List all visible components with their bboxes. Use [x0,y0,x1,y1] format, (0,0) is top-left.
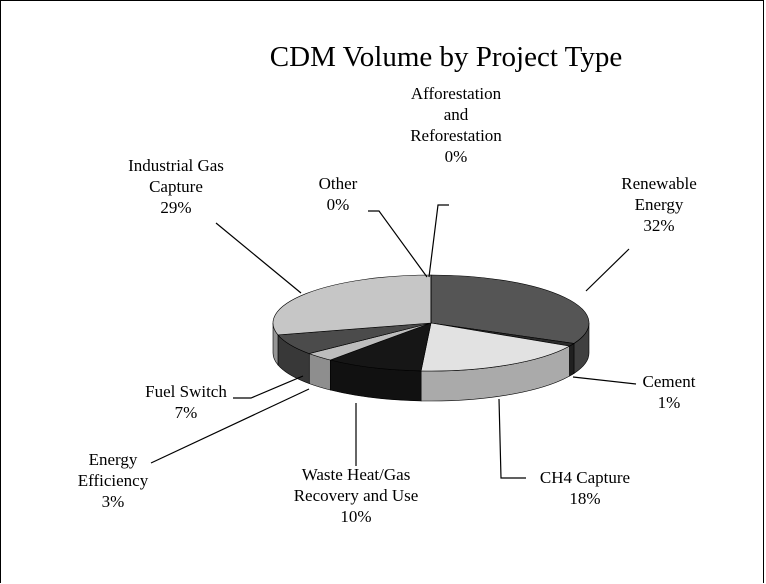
data-label: Other 0% [298,173,378,215]
data-label: Fuel Switch 7% [126,381,246,423]
slice-name: Other [318,174,358,193]
slice [329,322,432,372]
slice-value: 1% [657,393,681,412]
leader-line [572,376,637,385]
leader-line [368,210,428,278]
slice-value: 3% [101,492,125,511]
data-label: Cement 1% [624,371,714,413]
slice-name: CH4 Capture [539,468,631,487]
slice-value: 10% [340,507,372,526]
slice-value: 0% [326,195,350,214]
slice-name: Industrial Gas Capture [128,156,224,196]
data-label: Energy Efficiency 3% [73,449,153,512]
leader-line [585,248,630,292]
data-label: CH4 Capture 18% [515,467,655,509]
slice-name: Afforestation and Reforestation [410,84,502,145]
slice-name: Renewable Energy [621,174,697,214]
data-label: Renewable Energy 32% [609,173,709,236]
slice-value: 7% [174,403,198,422]
slice-side [569,342,575,377]
chart-title: CDM Volume by Project Type [269,41,623,73]
slice-name: Fuel Switch [145,382,227,401]
slice [272,274,432,336]
slice-value: 29% [160,198,192,217]
leader-line [428,204,449,278]
slice-name: Energy Efficiency [77,450,149,490]
slice-value: 32% [643,216,675,235]
data-label: Afforestation and Reforestation 0% [401,83,511,167]
slice [430,274,590,344]
slice-name: Waste Heat/Gas Recovery and Use [293,465,419,505]
slice [420,322,571,372]
leader-line [150,388,310,464]
leader-line [215,222,302,294]
slice-value: 0% [444,147,468,166]
leader-line [233,375,304,399]
data-label: Waste Heat/Gas Recovery and Use 10% [291,464,421,527]
leader-line [498,398,526,479]
slice-name: Cement [642,372,696,391]
data-label: Industrial Gas Capture 29% [116,155,236,218]
slice-value: 18% [569,489,601,508]
